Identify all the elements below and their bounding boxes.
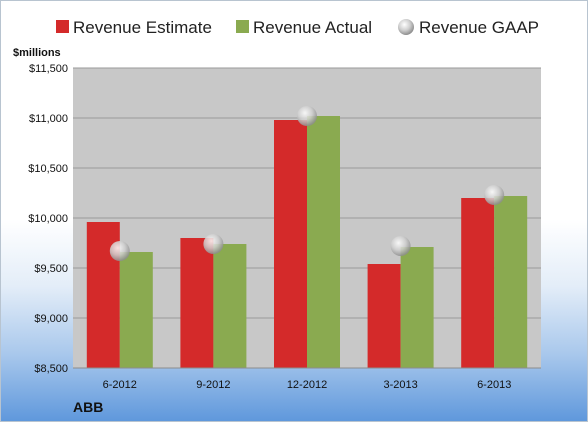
bar-revenue-actual	[119, 252, 153, 368]
legend-marker-gaap	[398, 19, 414, 35]
y-axis-ticks: $8,500 $9,000 $9,500 $10,000 $10,500 $11,000 $…	[28, 63, 68, 375]
x-tick-label: 6-2013	[477, 379, 511, 391]
bar-revenue-actual	[494, 196, 528, 368]
legend-swatch-estimate	[56, 20, 69, 33]
bar-revenue-estimate	[367, 264, 401, 368]
marker-revenue-gaap	[390, 236, 411, 256]
x-axis-labels: 6-2012 9-2012 12-2012 3-2013 6-2013	[103, 379, 512, 391]
marker-revenue-gaap	[297, 106, 317, 126]
y-tick-label: $8,500	[34, 363, 68, 375]
company-name: ABB	[73, 399, 103, 415]
x-tick-label: 6-2012	[103, 379, 137, 391]
y-tick-label: $10,000	[28, 213, 68, 225]
legend-swatch-actual	[236, 20, 249, 33]
bar-revenue-actual	[400, 247, 434, 368]
x-tick-label: 9-2012	[196, 379, 230, 391]
y-tick-label: $11,000	[29, 113, 68, 125]
y-tick-label: $11,500	[29, 63, 68, 75]
bar-revenue-actual	[307, 116, 340, 368]
bar-revenue-estimate	[461, 198, 495, 368]
gaap-markers	[109, 106, 505, 261]
bars	[86, 116, 528, 368]
x-tick-label: 12-2012	[287, 379, 327, 391]
marker-revenue-gaap	[484, 185, 505, 205]
y-tick-label: $9,000	[34, 313, 68, 325]
legend-label-gaap: Revenue GAAP	[419, 18, 539, 37]
y-axis-unit-label: $millions	[13, 47, 61, 59]
legend: Revenue Estimate Revenue Actual Revenue …	[56, 18, 539, 37]
marker-revenue-gaap	[203, 234, 224, 254]
legend-label-estimate: Revenue Estimate	[73, 18, 212, 37]
legend-label-actual: Revenue Actual	[253, 18, 372, 37]
bar-revenue-estimate	[180, 238, 214, 368]
bar-revenue-estimate	[274, 120, 307, 368]
y-tick-label: $10,500	[28, 163, 68, 175]
x-tick-label: 3-2013	[383, 379, 417, 391]
bar-revenue-actual	[213, 244, 247, 368]
y-tick-label: $9,500	[34, 263, 68, 275]
marker-revenue-gaap	[109, 241, 130, 261]
